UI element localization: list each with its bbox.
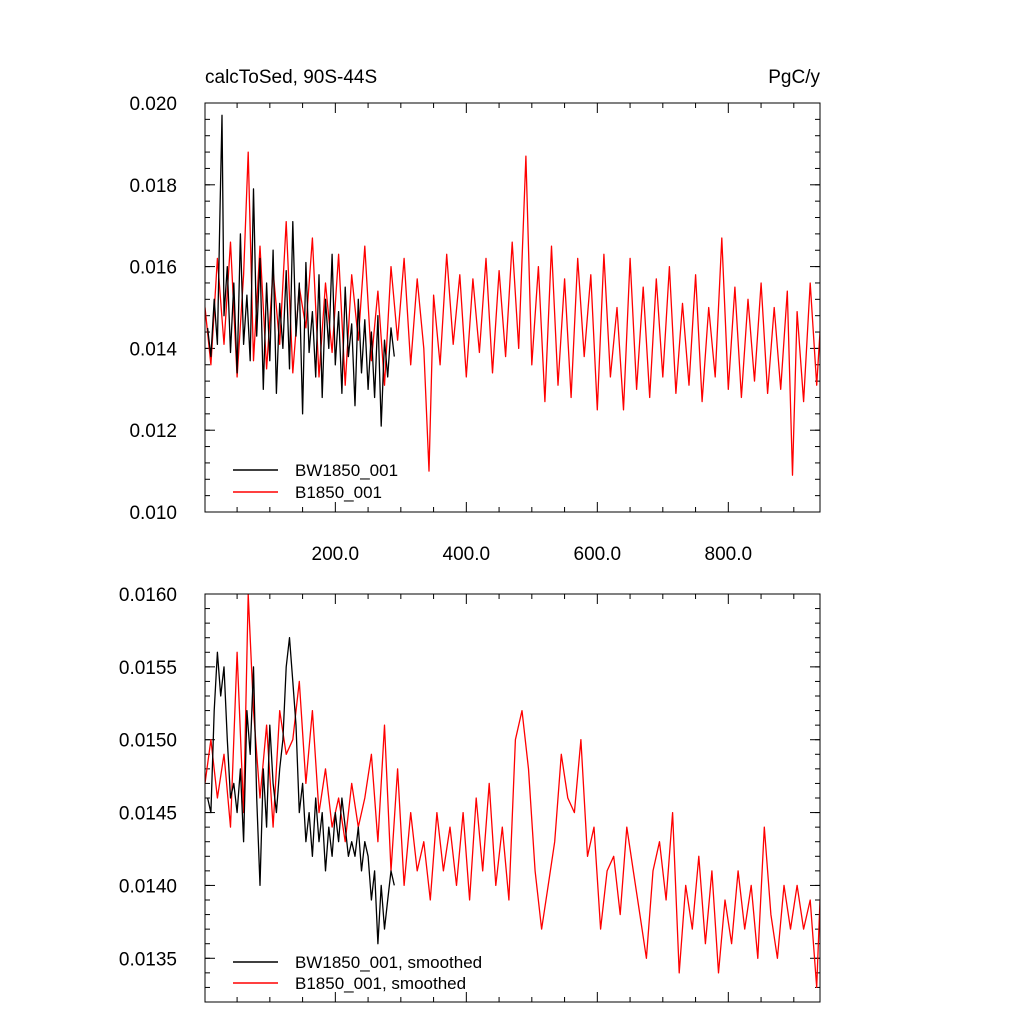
y-tick-label: 0.0145 <box>119 804 177 825</box>
top-panel-title: calcToSed, 90S-44S <box>205 67 377 88</box>
y-tick-label: 0.016 <box>129 258 177 279</box>
series-line-bw1850-001 <box>206 114 395 427</box>
series-line-b1850-001-smoothed <box>205 594 820 989</box>
bottom-series-group <box>205 594 820 989</box>
legend-label: BW1850_001, smoothed <box>295 953 482 972</box>
bottom-ticks: 0.0135 0.0140 0.0145 0.0150 0.0155 0.0160 <box>119 585 820 1003</box>
y-tick-label: 0.0160 <box>119 585 177 606</box>
y-tick-label: 0.018 <box>129 176 177 197</box>
legend-label: BW1850_001 <box>295 461 398 480</box>
x-tick-label: 200.0 <box>312 544 360 565</box>
legend-label: B1850_001 <box>295 483 382 502</box>
y-tick-label: 0.0140 <box>119 876 177 897</box>
y-tick-label: 0.020 <box>129 94 177 115</box>
series-line-b1850-001 <box>205 151 820 476</box>
bottom-plot-frame <box>204 593 821 1003</box>
series-line-bw1850-001-smoothed <box>206 637 395 945</box>
y-tick-label: 0.0150 <box>119 731 177 752</box>
x-tick-label: 800.0 <box>705 544 753 565</box>
bottom-panel: 0.0135 0.0140 0.0145 0.0150 0.0155 0.0160 BW1… <box>119 585 821 1003</box>
y-tick-label: 0.014 <box>129 339 177 360</box>
y-tick-label: 0.012 <box>129 421 177 442</box>
y-tick-label: 0.0155 <box>119 658 177 679</box>
y-tick-label: 0.010 <box>129 503 177 524</box>
legend-label: B1850_001, smoothed <box>295 974 466 993</box>
top-series-group <box>205 114 820 476</box>
top-panel-units: PgC/y <box>768 67 820 88</box>
bottom-legend: BW1850_001, smoothed B1850_001, smoothed <box>233 953 482 993</box>
x-tick-label: 600.0 <box>574 544 622 565</box>
top-legend: BW1850_001 B1850_001 <box>233 461 398 502</box>
top-panel: calcToSed, 90S-44S PgC/y 0.010 0.012 0.014… <box>129 67 821 565</box>
x-tick-label: 400.0 <box>443 544 491 565</box>
y-tick-label: 0.0135 <box>119 949 177 970</box>
top-ticks: 0.010 0.012 0.014 0.016 0.018 0.020 200.0 400.0… <box>129 94 820 565</box>
top-plot-frame <box>204 102 821 513</box>
